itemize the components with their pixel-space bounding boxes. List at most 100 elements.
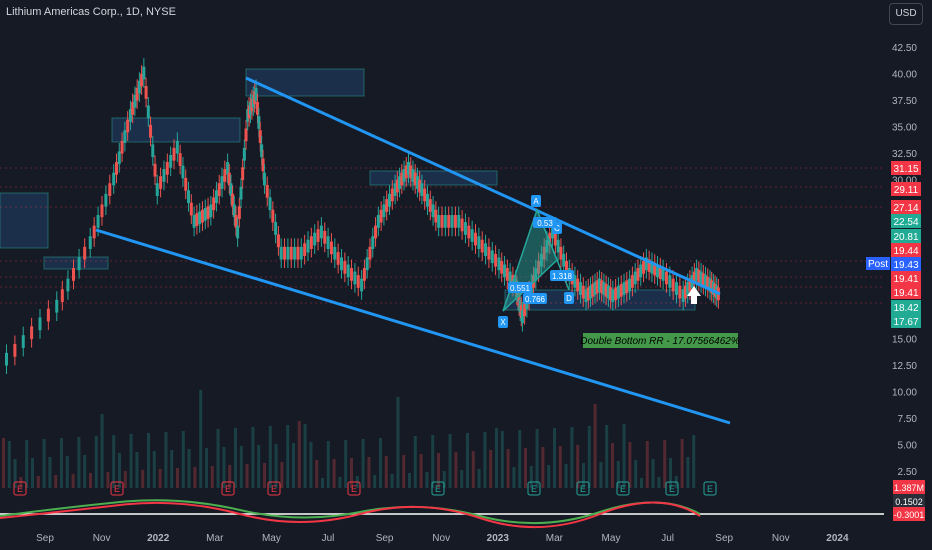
price-label: 17.67 xyxy=(893,317,918,328)
candle-body xyxy=(299,246,303,260)
candle-body xyxy=(411,169,415,182)
candle-body xyxy=(326,236,330,249)
volume-bar xyxy=(645,441,649,488)
price-label-box xyxy=(891,161,921,175)
candle-body xyxy=(602,282,606,295)
candle-body xyxy=(220,176,224,189)
x-tick-label: Mar xyxy=(206,533,224,544)
candle-body xyxy=(227,172,231,186)
candle-body xyxy=(217,183,221,196)
candle-body xyxy=(175,140,179,154)
volume-bar xyxy=(100,414,104,488)
volume-bar xyxy=(460,470,464,488)
currency-button[interactable]: USD xyxy=(889,3,923,25)
price-label-box xyxy=(891,285,921,299)
candle-body xyxy=(72,268,75,281)
candle-body xyxy=(460,218,464,232)
candle-body xyxy=(153,163,157,177)
indicator-line-slow xyxy=(0,501,701,529)
candle-body xyxy=(565,260,569,274)
candle-body xyxy=(244,128,248,142)
volume-bar xyxy=(94,436,98,488)
candle-body xyxy=(365,257,369,271)
volume-bar xyxy=(541,447,545,488)
volume-bar xyxy=(657,477,661,488)
candle-body xyxy=(398,176,402,189)
candle-body xyxy=(683,285,687,299)
pattern-point-label: D xyxy=(566,294,572,303)
post-label-box xyxy=(866,257,890,270)
price-label-box xyxy=(891,257,921,271)
candle-body xyxy=(628,278,632,292)
candle-body xyxy=(686,282,690,295)
candle-body xyxy=(232,204,236,218)
volume-bar xyxy=(402,455,406,488)
candle-body xyxy=(303,243,307,257)
candle-body xyxy=(268,197,272,211)
candle-body xyxy=(165,162,169,175)
volume-bar xyxy=(558,446,562,488)
candle-body xyxy=(431,204,435,218)
candle-body xyxy=(484,243,488,257)
candle-body xyxy=(591,283,595,297)
price-label-box xyxy=(891,271,921,285)
candle-body xyxy=(104,193,108,207)
pattern-ratio-marker xyxy=(523,293,547,304)
earnings-marker xyxy=(616,481,630,496)
volume-bar xyxy=(692,435,696,488)
candle-body xyxy=(423,188,427,202)
buy-arrow-marker xyxy=(687,286,701,304)
volume-bar xyxy=(129,434,133,488)
earnings-marker xyxy=(13,481,27,496)
candle-body xyxy=(487,246,491,260)
volume-bar xyxy=(158,469,162,488)
earnings-marker xyxy=(267,481,281,496)
candle-body xyxy=(172,147,176,161)
candle-body xyxy=(639,264,643,278)
volume-bar xyxy=(309,442,313,488)
candle-body xyxy=(212,197,216,211)
volume-bar xyxy=(553,428,556,488)
y-tick-label: 42.50 xyxy=(892,43,917,54)
candle-body xyxy=(255,101,259,115)
demand-zone xyxy=(111,117,241,143)
candle-body xyxy=(415,176,419,189)
candle-body xyxy=(242,147,246,161)
candle-body xyxy=(276,234,280,248)
candle-body xyxy=(586,287,590,301)
candle-body xyxy=(149,124,153,138)
candle-body xyxy=(135,87,139,101)
candle-body xyxy=(229,183,233,196)
volume-bar xyxy=(48,457,52,488)
candle-body xyxy=(505,268,509,281)
earnings-marker xyxy=(527,481,541,496)
indicator-label-box xyxy=(893,480,925,494)
candle-body xyxy=(198,211,202,225)
candle-body xyxy=(400,172,404,186)
volume-bar xyxy=(297,421,301,488)
candle-body xyxy=(231,193,235,207)
earnings-marker-label: E xyxy=(620,484,626,494)
candle-body xyxy=(296,246,300,260)
volume-bar xyxy=(431,435,435,488)
volume-bar xyxy=(326,441,330,488)
candle-body xyxy=(658,266,662,279)
volume-bar xyxy=(83,455,87,488)
candle-body xyxy=(169,154,173,168)
candle-body xyxy=(293,246,297,260)
candle-body xyxy=(257,116,261,129)
x-tick-label: Jul xyxy=(661,533,674,544)
candle-body xyxy=(706,276,710,290)
volume-bar xyxy=(512,467,516,488)
volume-bar xyxy=(36,476,40,488)
candle-body xyxy=(402,169,406,182)
candle-body xyxy=(581,285,585,299)
volume-bar xyxy=(77,437,81,488)
price-label: 31.15 xyxy=(893,164,918,175)
candle-body xyxy=(131,101,135,115)
volume-bar xyxy=(222,447,226,488)
x-tick-label: 2023 xyxy=(487,533,510,544)
indicator-label: 1.387M xyxy=(894,483,924,493)
price-label: 19.43 xyxy=(893,260,918,271)
